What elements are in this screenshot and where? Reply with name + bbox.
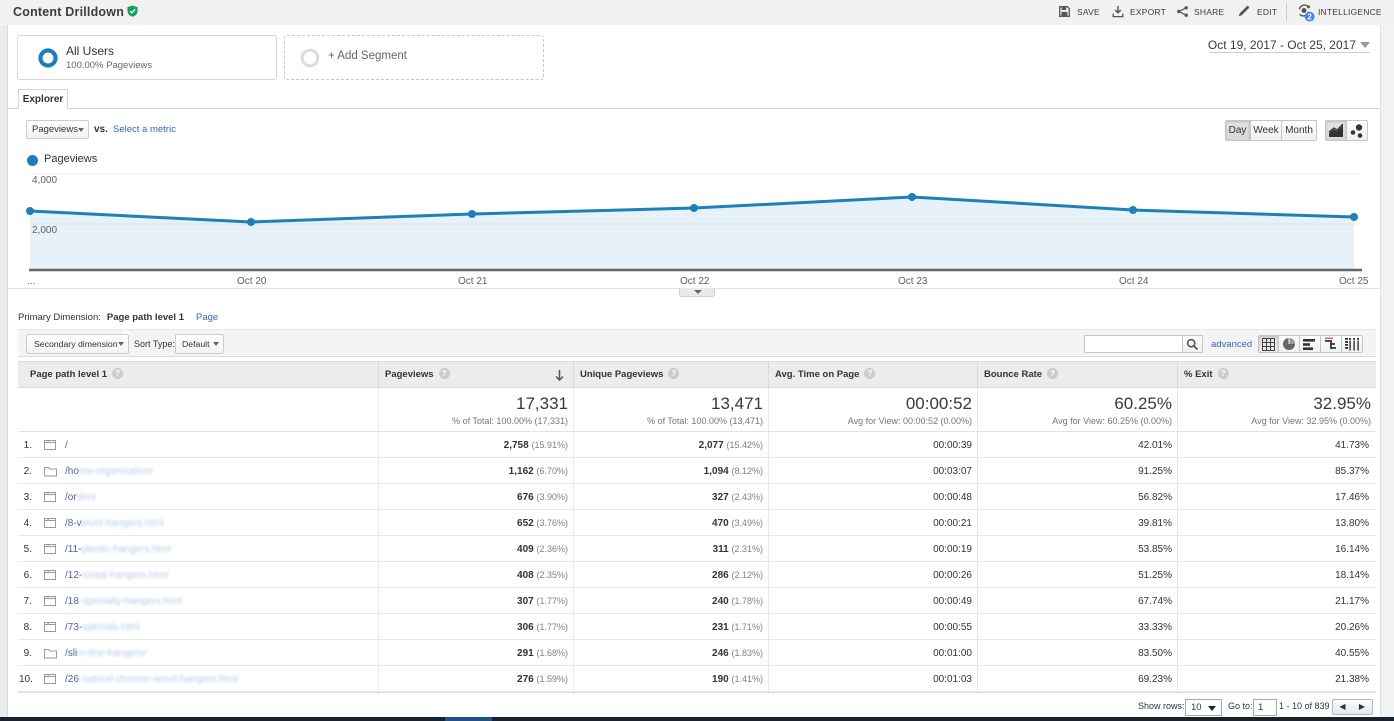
svg-text:2: 2 bbox=[1307, 13, 1312, 22]
